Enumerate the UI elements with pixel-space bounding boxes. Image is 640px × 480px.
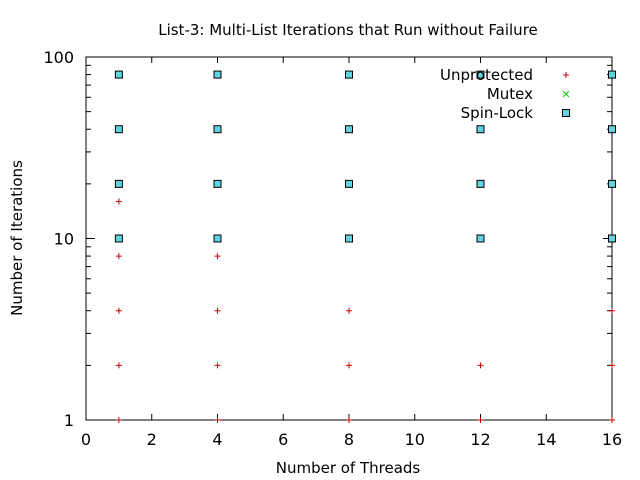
spin-lock-point	[114, 70, 123, 79]
spin-lock-point	[345, 234, 353, 243]
unprotected-point	[115, 307, 122, 314]
unprotected-point	[609, 417, 615, 423]
spin-lock-point	[476, 179, 485, 188]
spin-lock-point	[476, 70, 485, 79]
y-axis-label: Number of Iterations	[8, 160, 26, 316]
legend-mutex-marker	[562, 90, 570, 98]
spin-lock-point	[213, 179, 222, 188]
legend-unprotected-marker	[563, 72, 569, 78]
x-tick-label: 16	[602, 430, 622, 449]
legend-spin-lock-marker	[562, 109, 570, 117]
x-tick-label: 4	[212, 430, 222, 449]
axis-ticks: 0 2 4 6 8 10 12 14 16 1 10 100	[43, 48, 622, 449]
x-tick-label: 0	[81, 430, 91, 449]
spin-lock-point	[345, 179, 353, 188]
spin-lock-point	[213, 70, 222, 79]
y-tick-label: 10	[54, 230, 74, 249]
unprotected-point	[214, 253, 221, 260]
y-tick-label: 1	[64, 411, 74, 430]
spin-lock-point	[114, 234, 123, 243]
spin-lock-point	[213, 234, 222, 243]
spin-lock-point	[608, 179, 616, 188]
unprotected-point	[346, 417, 352, 423]
spin-lock-point	[476, 125, 485, 134]
legend-label: Unprotected	[440, 66, 533, 84]
unprotected-point	[477, 417, 484, 423]
spin-lock-point	[345, 70, 353, 79]
spin-lock-point	[114, 125, 123, 134]
unprotected-point	[214, 362, 221, 369]
unprotected-point	[214, 417, 221, 423]
unprotected-point	[609, 307, 615, 314]
x-tick-label: 2	[147, 430, 157, 449]
x-tick-label: 8	[344, 430, 354, 449]
unprotected-point	[346, 307, 352, 314]
x-tick-label: 10	[405, 430, 425, 449]
data-points	[114, 70, 616, 423]
x-tick-label: 14	[536, 430, 556, 449]
legend-label: Mutex	[487, 85, 533, 103]
spin-lock-point	[608, 70, 616, 79]
unprotected-point	[115, 253, 122, 260]
spin-lock-point	[114, 179, 123, 188]
x-tick-label: 12	[470, 430, 490, 449]
x-tick-label: 6	[278, 430, 288, 449]
spin-lock-point	[213, 125, 222, 134]
unprotected-point	[609, 362, 615, 369]
chart-title: List-3: Multi-List Iterations that Run w…	[158, 21, 538, 39]
unprotected-point	[346, 362, 352, 369]
spin-lock-point	[476, 234, 485, 243]
x-axis-label: Number of Threads	[276, 459, 421, 477]
unprotected-point	[214, 307, 221, 314]
legend-label: Spin-Lock	[461, 104, 534, 122]
spin-lock-point	[608, 125, 616, 134]
unprotected-point	[477, 362, 484, 369]
unprotected-point	[115, 198, 122, 205]
unprotected-point	[115, 362, 122, 369]
spin-lock-point	[608, 234, 616, 243]
y-tick-label: 100	[43, 48, 74, 67]
unprotected-point	[115, 417, 122, 423]
spin-lock-point	[345, 125, 353, 134]
